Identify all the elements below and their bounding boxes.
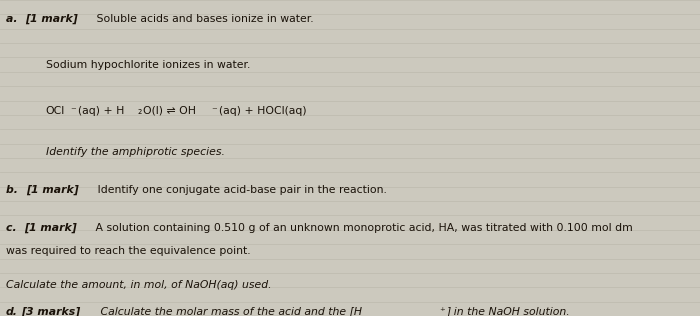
Text: Calculate the amount, in mol, of NaOH(aq) used.: Calculate the amount, in mol, of NaOH(aq… [6,280,271,290]
Text: O(l) ⇌ OH: O(l) ⇌ OH [144,106,196,116]
Text: Identify one conjugate acid-base pair in the reaction.: Identify one conjugate acid-base pair in… [94,185,386,195]
Text: b.: b. [6,185,21,195]
Text: ⁻: ⁻ [70,106,76,116]
Text: [1 mark]: [1 mark] [24,223,77,233]
Text: ⁻: ⁻ [211,106,218,116]
Text: Sodium hypochlorite ionizes in water.: Sodium hypochlorite ionizes in water. [46,60,250,70]
Text: [1 mark]: [1 mark] [25,14,78,24]
Text: Identify the amphiprotic species.: Identify the amphiprotic species. [46,147,225,157]
Text: ₂: ₂ [138,106,142,116]
Text: A solution containing 0.510 g of an unknown monoprotic acid, HA, was titrated wi: A solution containing 0.510 g of an unkn… [92,223,633,233]
Text: was required to reach the equivalence point.: was required to reach the equivalence po… [6,246,250,257]
Text: [3 marks]: [3 marks] [21,307,80,316]
Text: (aq) + H: (aq) + H [78,106,124,116]
Text: a.: a. [6,14,21,24]
Text: Soluble acids and bases ionize in water.: Soluble acids and bases ionize in water. [93,14,314,24]
Text: [1 mark]: [1 mark] [26,185,78,195]
Text: ⁺: ⁺ [440,307,445,316]
Text: OCl: OCl [46,106,64,116]
Text: c.: c. [6,223,20,233]
Text: (aq) + HOCl(aq): (aq) + HOCl(aq) [219,106,307,116]
Text: Calculate the molar mass of the acid and the [H: Calculate the molar mass of the acid and… [97,307,363,316]
Text: d.: d. [6,307,18,316]
Text: ] in the NaOH solution.: ] in the NaOH solution. [447,307,570,316]
